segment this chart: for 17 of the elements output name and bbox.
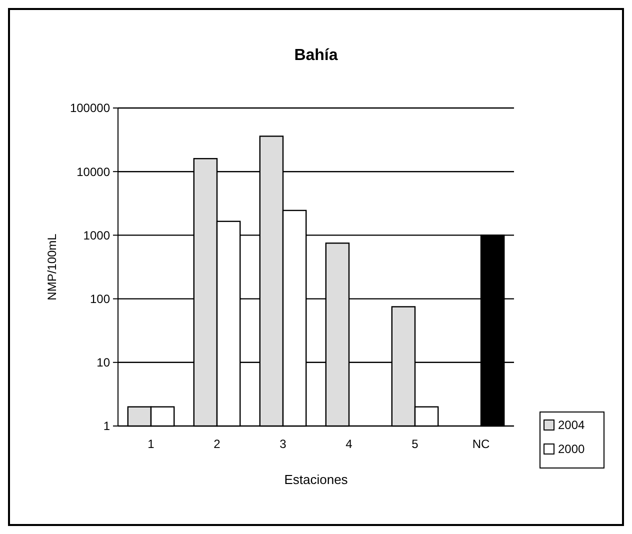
y-tick-label: 100 <box>90 292 110 306</box>
x-tick-label: 5 <box>412 437 419 451</box>
x-tick-label: NC <box>472 437 490 451</box>
y-tick-label: 10 <box>96 356 110 370</box>
x-axis-title: Estaciones <box>284 472 348 487</box>
chart-title: Bahía <box>294 47 338 64</box>
x-tick-label: 1 <box>148 437 155 451</box>
x-tick-label: 3 <box>280 437 287 451</box>
y-tick-label: 100000 <box>70 101 110 116</box>
y-tick-label: 10000 <box>76 164 110 179</box>
x-tick-label: 2 <box>214 437 221 451</box>
y-axis-title: NMP/100mL <box>45 233 59 300</box>
legend-label: 2004 <box>558 418 586 432</box>
legend-label: 2000 <box>558 442 586 456</box>
y-tick-label: 1 <box>103 419 110 434</box>
y-tick-label: 1000 <box>83 228 110 242</box>
x-tick-label: 4 <box>346 437 353 451</box>
